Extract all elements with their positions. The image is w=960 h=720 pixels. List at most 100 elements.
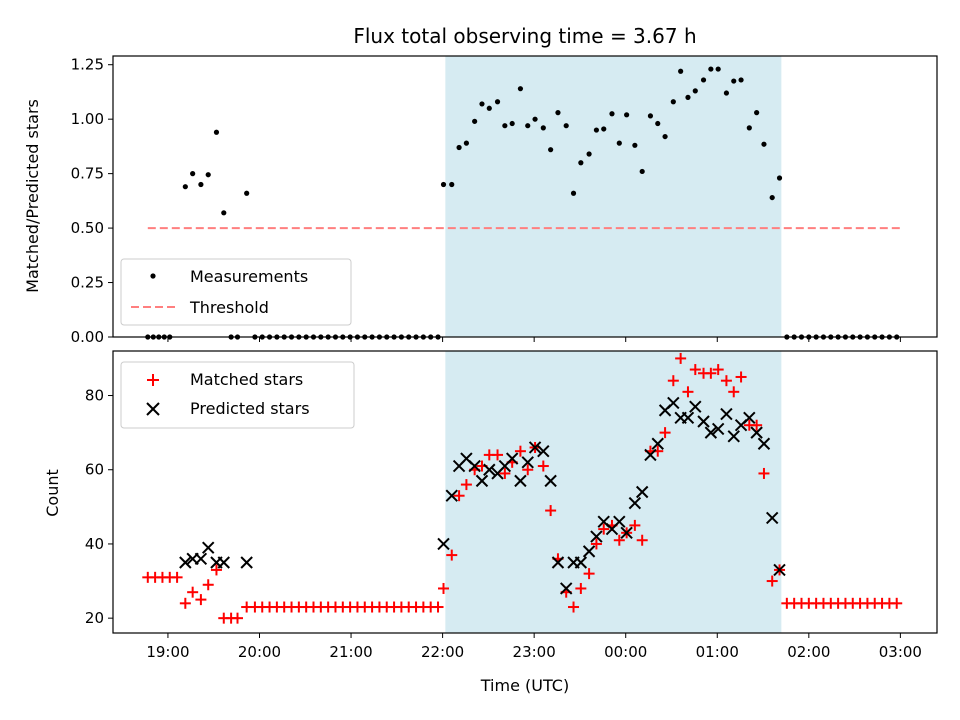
- top-axes-frame: [112, 55, 938, 338]
- predicted-point-40: [689, 400, 702, 413]
- matched-point-6: [187, 586, 199, 598]
- matched-point-63: [613, 534, 625, 546]
- measurement-point-49: [509, 120, 515, 127]
- bottom-y-tick-label-1: 40: [85, 535, 104, 553]
- matched-point-78: [728, 386, 740, 398]
- predicted-point-26: [582, 545, 596, 558]
- measurement-point-76: [715, 66, 721, 72]
- matched-point-76: [712, 364, 724, 376]
- measurement-point-83: [769, 194, 775, 201]
- x-axis-label: Time (UTC): [480, 676, 569, 695]
- bottom-legend-box: [120, 361, 355, 429]
- measurement-point-8: [205, 172, 211, 178]
- legend-predicted-marker: [146, 402, 160, 416]
- matched-point-81: [751, 419, 763, 431]
- top-y-tick-label-4: 1.00: [71, 110, 104, 128]
- top-legend: Measurements Threshold: [120, 258, 352, 326]
- predicted-point-12: [475, 474, 489, 488]
- measurement-point-69: [662, 133, 668, 140]
- predicted-point-33: [635, 485, 649, 499]
- predicted-point-48: [750, 426, 763, 439]
- predicted-point-31: [620, 526, 633, 540]
- measurement-point-61: [601, 126, 607, 132]
- measurement-point-84: [776, 175, 783, 181]
- measurement-point-60: [593, 127, 600, 133]
- measurement-point-68: [655, 120, 661, 127]
- top-panel: 0.00 0.25 0.50 0.75 1.00 1.25 Matched/Predict…: [23, 55, 938, 346]
- measurement-point-56: [563, 123, 569, 129]
- measurement-point-57: [570, 190, 577, 196]
- measurement-point-75: [708, 66, 714, 72]
- matched-point-77: [720, 375, 732, 387]
- measurement-point-50: [517, 86, 524, 92]
- x-tick-label-6: 01:00: [696, 643, 739, 661]
- predicted-point-39: [681, 411, 695, 424]
- measurement-point-55: [555, 110, 561, 116]
- legend-measurements-label: Measurements: [190, 267, 308, 286]
- predicted-star-points: [179, 396, 786, 595]
- measurement-point-66: [639, 168, 645, 175]
- top-y-tick-label-1: 0.25: [71, 274, 104, 292]
- matched-point-7: [195, 594, 207, 606]
- matched-point-50: [514, 445, 526, 457]
- matched-point-43: [460, 479, 472, 491]
- predicted-point-34: [644, 448, 657, 462]
- matched-point-47: [492, 449, 504, 461]
- measurement-point-51: [525, 123, 531, 129]
- x-tick-label-2: 21:00: [329, 643, 372, 661]
- matched-point-69: [659, 427, 671, 439]
- bottom-y-tick-label-2: 60: [85, 461, 104, 479]
- predicted-point-13: [483, 463, 496, 476]
- matched-point-5: [179, 597, 191, 609]
- bottom-y-axis-label: Count: [43, 469, 62, 517]
- predicted-point-23: [559, 582, 573, 595]
- matched-point-61: [598, 523, 610, 535]
- top-observing-window: [445, 56, 782, 337]
- matched-point-57: [568, 601, 580, 613]
- bottom-observing-window: [445, 351, 782, 633]
- measurement-point-53: [540, 125, 546, 131]
- matched-point-39: [432, 601, 444, 613]
- measurement-point-67: [647, 113, 654, 119]
- chart-title: Flux total observing time = 3.67 h: [353, 24, 696, 48]
- predicted-point-42: [704, 426, 718, 439]
- measurement-point-70: [670, 99, 676, 105]
- matched-point-60: [590, 538, 602, 550]
- measurement-point-64: [624, 112, 630, 118]
- predicted-point-45: [727, 430, 740, 443]
- bottom-x-ticks: 19:00 20:00 21:00 22:00 23:00 00:00 01:00 02:00…: [146, 633, 922, 661]
- predicted-point-17: [514, 474, 527, 488]
- predicted-point-3: [202, 541, 215, 554]
- measurement-point-52: [532, 116, 538, 122]
- predicted-point-25: [574, 556, 588, 569]
- measurement-point-9: [213, 129, 220, 135]
- legend-matched-label: Matched stars: [190, 370, 303, 389]
- measurement-point-58: [578, 160, 584, 166]
- matched-point-79: [735, 371, 747, 383]
- predicted-point-41: [697, 415, 710, 428]
- measurement-point-54: [548, 147, 554, 153]
- predicted-point-7: [437, 537, 450, 551]
- bottom-y-tick-label-0: 20: [85, 609, 104, 627]
- measurement-point-79: [738, 77, 744, 83]
- bottom-axes-frame: [112, 350, 938, 634]
- matched-point-53: [537, 460, 549, 472]
- matched-point-4: [171, 571, 183, 583]
- predicted-point-18: [521, 456, 534, 469]
- measurement-point-10: [221, 210, 227, 216]
- legend-predicted-label: Predicted stars: [190, 399, 310, 418]
- measurement-point-45: [479, 101, 485, 107]
- x-tick-label-3: 22:00: [421, 643, 464, 661]
- matched-point-73: [689, 364, 701, 376]
- matched-point-8: [202, 579, 214, 591]
- measurement-point-80: [746, 125, 752, 131]
- bottom-y-ticks: 20 40 60 80: [85, 387, 113, 627]
- predicted-point-43: [711, 422, 725, 436]
- predicted-point-11: [468, 459, 481, 473]
- measurement-point-13: [244, 190, 250, 196]
- measurement-point-44: [472, 118, 478, 124]
- predicted-point-50: [765, 511, 779, 525]
- matched-point-65: [629, 519, 641, 531]
- matched-point-75: [705, 367, 717, 379]
- measurement-point-46: [486, 105, 492, 111]
